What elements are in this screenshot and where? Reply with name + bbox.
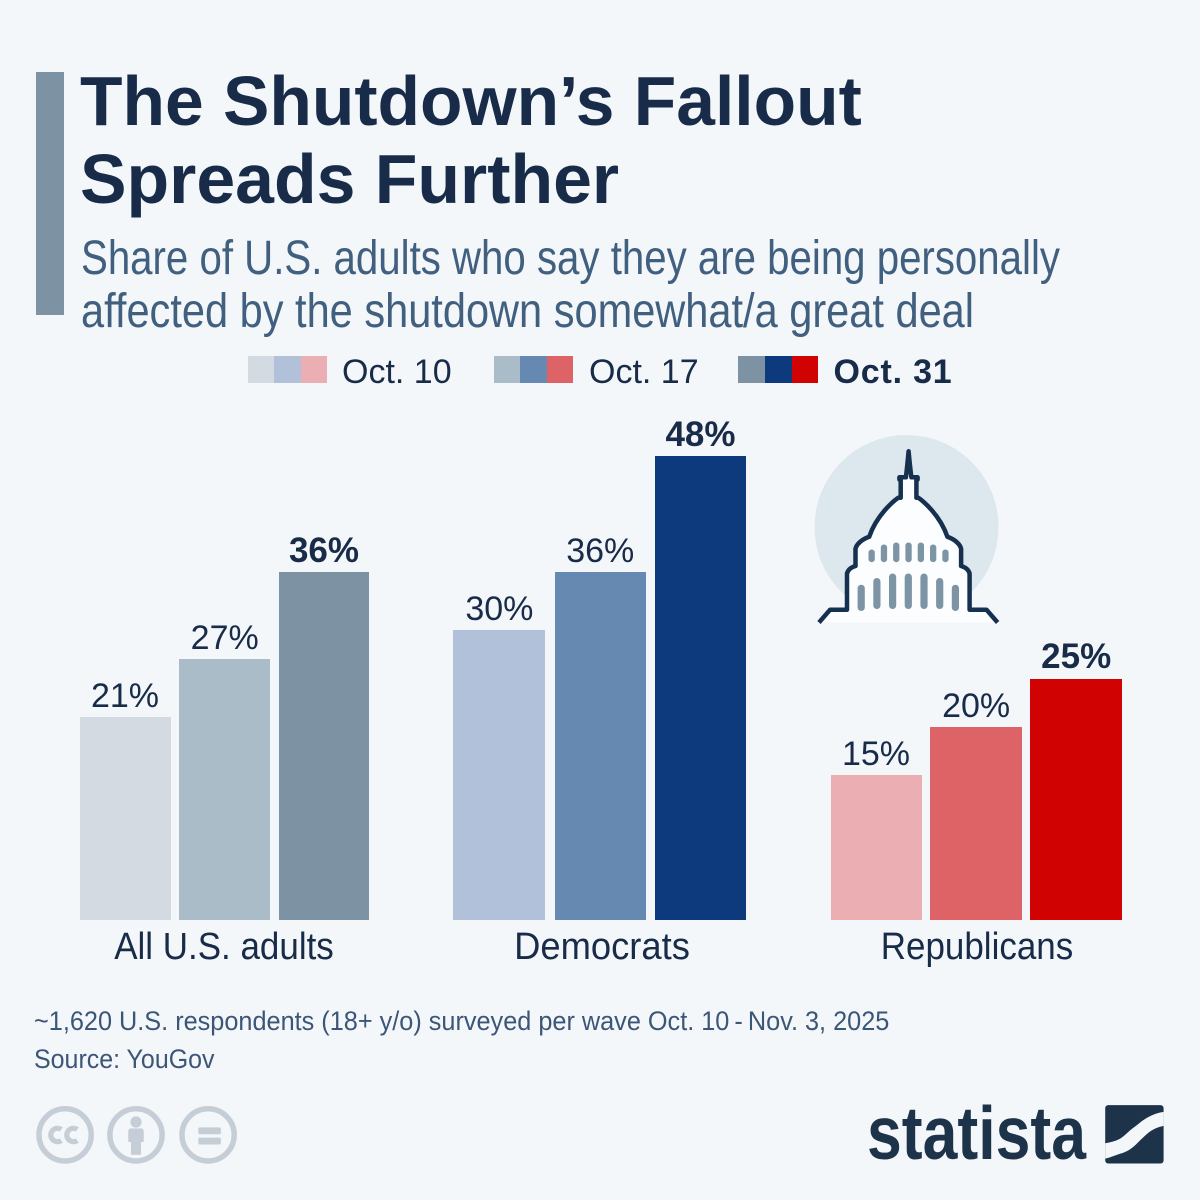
- svg-text:statista: statista: [867, 1091, 1087, 1170]
